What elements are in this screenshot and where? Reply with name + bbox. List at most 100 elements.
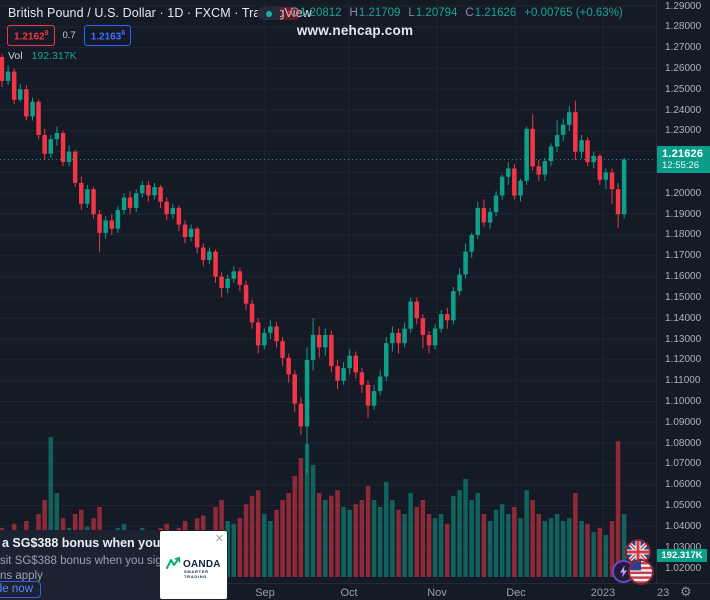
candle-body: [188, 228, 194, 237]
volume-bar: [560, 521, 566, 577]
candle-body: [603, 172, 609, 180]
volume-bar: [286, 493, 291, 577]
candle-body: [560, 124, 566, 135]
volume-bar: [597, 528, 602, 577]
oanda-tagline: SMARTER TRADING: [184, 569, 209, 579]
uk-flag-event-icon[interactable]: [627, 541, 649, 563]
candle-body: [60, 133, 66, 163]
delayed-data-icon: ≈: [280, 7, 301, 20]
volume-bar: [359, 500, 365, 577]
volume-bar: [567, 518, 572, 577]
promo-banner[interactable]: a SG$388 bonus when you sign up. sit SG$…: [0, 530, 228, 600]
volume-bar: [310, 465, 316, 577]
price-tick-label: 1.29000: [665, 0, 702, 12]
symbol-title[interactable]: British Pound / U.S. Dollar · 1D · FXCM …: [8, 6, 312, 20]
candle-body: [621, 159, 627, 215]
price-tick-label: 1.14000: [665, 312, 702, 324]
trade-now-button[interactable]: ade now: [0, 581, 41, 598]
candle-body: [445, 314, 450, 321]
buy-ask-button[interactable]: 1.21636: [83, 25, 132, 47]
candle-body: [408, 301, 413, 329]
candle-body: [207, 251, 212, 260]
candle-body: [457, 274, 462, 292]
sell-bid-button[interactable]: 1.21629: [7, 25, 55, 47]
volume-bar: [615, 441, 621, 577]
volume-bar: [603, 535, 609, 577]
volume-bar: [414, 507, 419, 577]
volume-bar: [353, 504, 358, 577]
time-tick-label[interactable]: Dec: [506, 587, 526, 599]
promo-subtext: sit SG$388 bonus when you sign up.: [0, 555, 188, 567]
candle-body: [268, 326, 273, 333]
candle-body: [243, 284, 249, 304]
volume-bar: [506, 514, 511, 577]
time-tick-label[interactable]: Nov: [427, 587, 447, 599]
candle-body: [585, 140, 590, 163]
time-tick-label[interactable]: Oct: [340, 587, 358, 599]
oanda-ad-card[interactable]: ✕ OANDA SMARTER TRADING: [160, 531, 227, 599]
candle-body: [341, 368, 346, 381]
candle-body: [518, 180, 523, 196]
volume-bar: [524, 490, 529, 577]
market-open-dot-icon: [257, 7, 280, 20]
open-value: 1.20812: [299, 7, 342, 19]
price-tick-label: 1.05000: [665, 500, 702, 512]
candle-body: [438, 314, 444, 329]
candle-body: [316, 334, 322, 348]
market-status-toggle[interactable]: ≈: [257, 7, 301, 20]
candle-body: [97, 214, 102, 233]
candle-body: [384, 343, 389, 377]
candle-body: [329, 334, 334, 367]
volume-bar: [585, 523, 590, 577]
volume-bar: [475, 493, 480, 577]
candle-body: [24, 89, 29, 117]
price-tick-label: 1.24000: [665, 104, 702, 116]
volume-bar: [499, 504, 505, 577]
promo-terms: ns apply: [0, 570, 43, 582]
volume-bar: [445, 523, 450, 577]
volume-bar: [396, 509, 401, 577]
time-tick-label[interactable]: Sep: [255, 587, 275, 599]
price-axis[interactable]: 1.29000 1.28000 1.27000 1.26000 1.25000 1.240…: [656, 0, 710, 583]
candle-body: [451, 291, 456, 321]
volume-bar: [420, 500, 426, 577]
candle-body: [127, 197, 133, 208]
oanda-logo: OANDA: [166, 557, 221, 570]
price-tick-label: 1.12000: [665, 354, 702, 366]
close-value: 1.21626: [474, 7, 517, 19]
candle-body: [42, 135, 47, 154]
volume-bar: [377, 507, 383, 577]
gear-icon[interactable]: ⚙: [680, 584, 692, 599]
volume-bar: [451, 495, 456, 577]
candle-body: [146, 185, 151, 196]
spread-value: 0.7: [62, 30, 76, 42]
candle-body: [219, 276, 224, 288]
volume-bar: [438, 514, 444, 577]
candle-body: [237, 271, 243, 285]
candle-body: [158, 187, 163, 202]
candle-body: [542, 161, 548, 175]
volume-bar: [329, 495, 334, 577]
candle-body: [475, 207, 480, 235]
price-tick-label: 1.06000: [665, 479, 702, 491]
candle-body: [420, 318, 426, 335]
candle-body: [567, 112, 572, 125]
candle-body: [5, 71, 11, 81]
volume-bar: [280, 500, 285, 577]
volume-bar: [481, 514, 487, 577]
economic-event-lightning-icon[interactable]: [614, 562, 633, 581]
candle-body: [310, 334, 316, 360]
candle-body: [91, 189, 96, 215]
candle-body: [353, 355, 358, 373]
price-tick-label: 1.16000: [665, 271, 702, 283]
close-icon[interactable]: ✕: [214, 533, 224, 545]
candle-body: [579, 140, 584, 152]
open-label: O: [290, 7, 299, 19]
candle-body: [365, 384, 371, 406]
candle-body: [463, 251, 468, 275]
us-flag-event-icon[interactable]: [630, 561, 652, 583]
candle-body: [11, 71, 17, 100]
volume-bar: [512, 507, 517, 577]
time-tick-label[interactable]: 2023: [590, 587, 616, 599]
